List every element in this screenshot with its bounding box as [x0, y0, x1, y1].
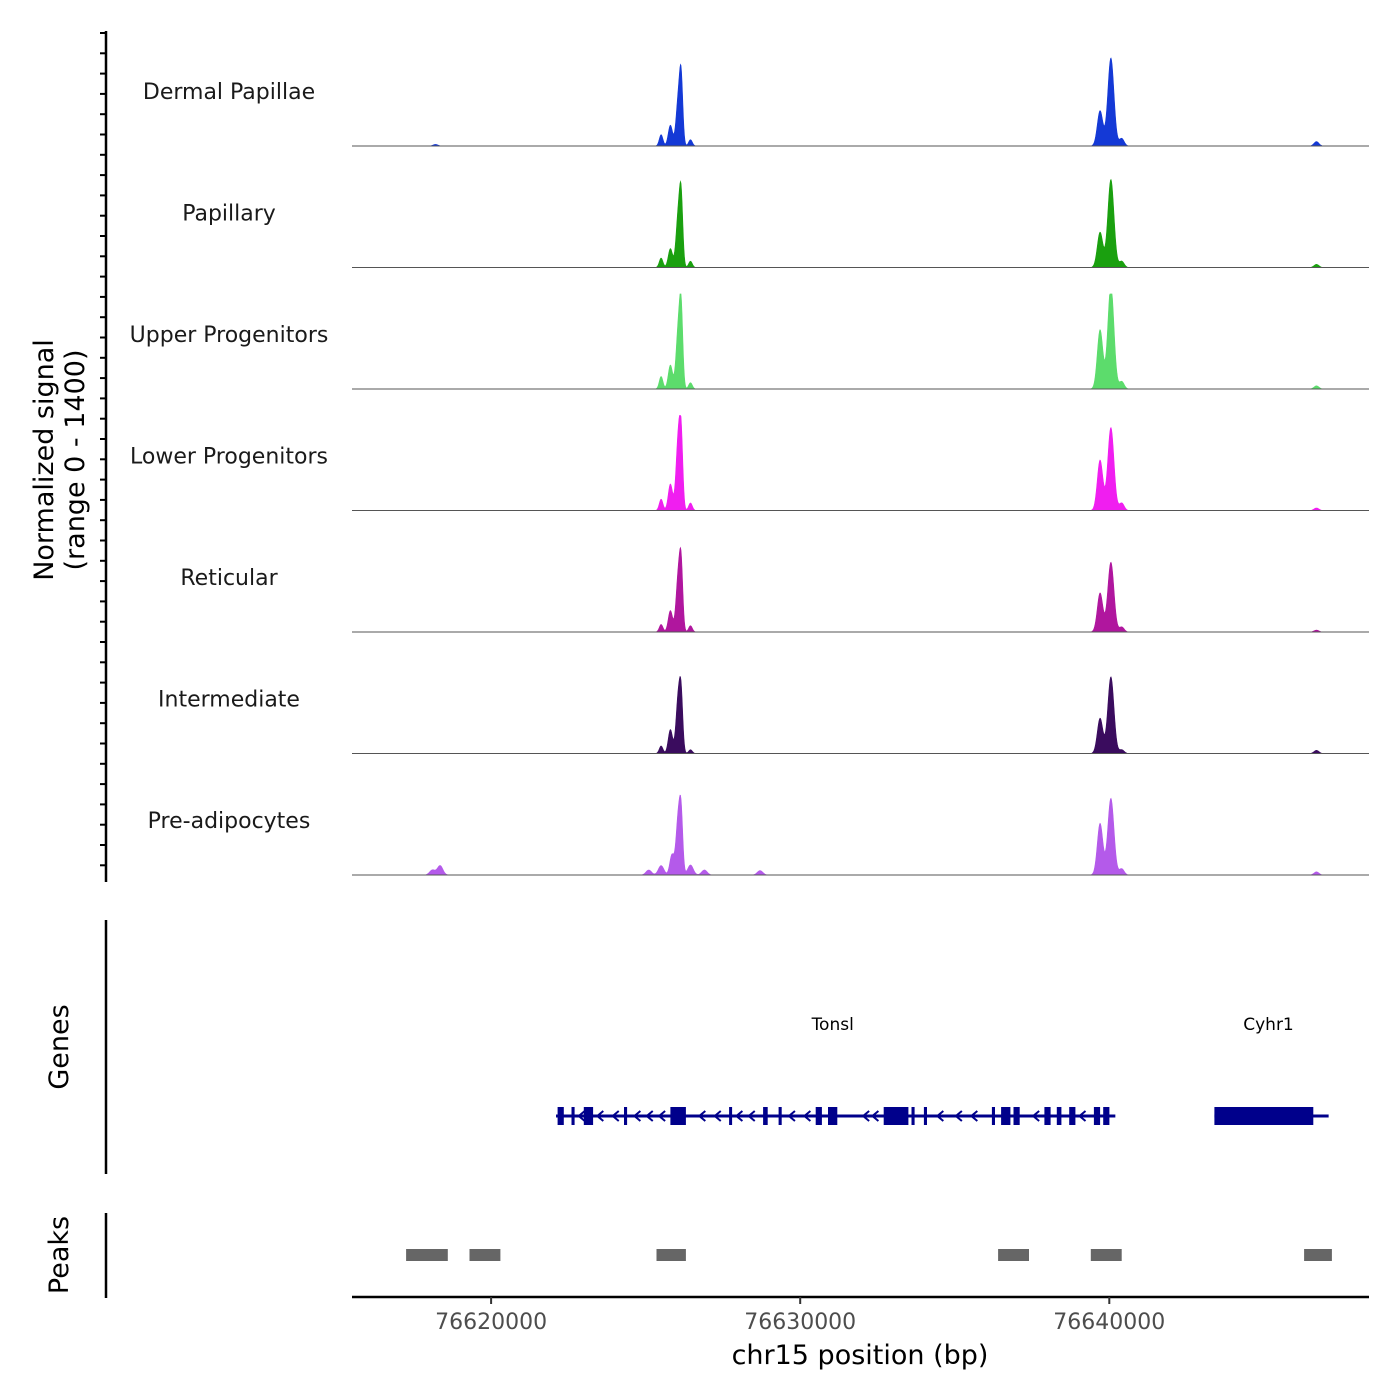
x-axis-ticks: 76620000 76630000 76640000: [435, 1297, 1165, 1335]
gene-exon: [1103, 1107, 1110, 1125]
track-label: Dermal Papillae: [143, 80, 315, 105]
track-reticular: Reticular: [180, 546, 1369, 633]
gene-track: Tonsl Cyhr1: [556, 1015, 1329, 1125]
gene-exon: [1214, 1107, 1314, 1125]
genes-panel-label: Genes: [44, 1004, 75, 1089]
peak-region: [1090, 1249, 1122, 1261]
peak-region: [656, 1249, 686, 1261]
y-axis-title-line1: Normalized signal: [29, 339, 60, 581]
track-dermal-papillae: Dermal Papillae: [143, 57, 1369, 147]
track-pre-adipocytes: Pre-adipocytes: [148, 794, 1369, 876]
track-label: Reticular: [180, 566, 278, 591]
signal-y-axis-ticks: [100, 32, 106, 867]
track-label: Pre-adipocytes: [148, 809, 311, 834]
track-label: Upper Progenitors: [130, 323, 329, 348]
x-tick-label: 76620000: [435, 1310, 547, 1335]
peak-region: [1304, 1249, 1332, 1261]
track-intermediate: Intermediate: [158, 675, 1369, 754]
gene-exon: [883, 1107, 909, 1125]
strand-arrow: [1031, 1110, 1040, 1122]
gene-exon: [815, 1107, 822, 1125]
track-label: Intermediate: [158, 688, 300, 713]
gene-exon: [1069, 1107, 1076, 1125]
strand-arrow: [1077, 1110, 1087, 1122]
strand-arrow: [577, 1110, 586, 1122]
strand-arrow: [954, 1110, 963, 1122]
strand-arrow: [697, 1110, 706, 1122]
strand-arrow: [935, 1110, 944, 1122]
gene-exon: [557, 1107, 564, 1125]
strand-arrow: [713, 1110, 722, 1122]
gene-exon: [1093, 1107, 1101, 1125]
x-tick-label: 76630000: [744, 1310, 856, 1335]
peak-region: [406, 1249, 428, 1261]
strand-arrow: [734, 1110, 744, 1122]
strand-arrow: [802, 1110, 812, 1122]
gene-exon: [923, 1107, 927, 1125]
gene-cyhr1: Cyhr1: [1214, 1015, 1329, 1125]
strand-arrow: [645, 1110, 654, 1122]
gene-name-label: Cyhr1: [1243, 1015, 1294, 1035]
strand-arrow: [861, 1110, 870, 1122]
peak-track: [406, 1249, 1332, 1261]
strand-arrow: [657, 1110, 666, 1122]
strand-arrow: [787, 1110, 796, 1122]
gene-exon: [1001, 1107, 1011, 1125]
gene-exon: [670, 1107, 686, 1125]
gene-exon: [729, 1107, 733, 1125]
strand-arrow: [747, 1110, 756, 1122]
track-label: Lower Progenitors: [130, 445, 328, 470]
peaks-panel-label: Peaks: [44, 1216, 75, 1294]
gene-name-label: Tonsl: [811, 1015, 854, 1035]
track-lower-progenitors: Lower Progenitors: [130, 415, 1369, 511]
peak-region: [469, 1249, 501, 1261]
gene-exon: [1044, 1107, 1051, 1125]
track-papillary: Papillary: [182, 178, 1369, 268]
x-tick-label: 76640000: [1053, 1310, 1165, 1335]
strand-arrow: [870, 1110, 880, 1122]
gene-exon: [571, 1107, 575, 1125]
x-axis-title: chr15 position (bp): [732, 1340, 989, 1371]
gene-exon: [583, 1107, 594, 1125]
gene-exon: [911, 1107, 915, 1125]
gene-tonsl: Tonsl: [556, 1015, 1116, 1125]
coverage-tracks: Dermal Papillae Papillary Upper Progenitor…: [130, 57, 1369, 876]
gene-exon: [763, 1107, 768, 1125]
strand-arrow: [632, 1110, 642, 1122]
strand-arrow: [611, 1110, 620, 1122]
gene-exon: [778, 1107, 782, 1125]
peak-region: [423, 1249, 448, 1261]
strand-arrow: [969, 1110, 978, 1122]
track-upper-progenitors: Upper Progenitors: [130, 293, 1369, 390]
gene-exon: [991, 1107, 995, 1125]
gene-exon: [624, 1107, 628, 1125]
peak-region: [998, 1249, 1029, 1261]
y-axis-title-line2: (range 0 - 1400): [60, 350, 91, 571]
track-label: Papillary: [182, 202, 276, 227]
gene-exon: [1056, 1107, 1062, 1125]
gene-exon: [828, 1107, 838, 1125]
strand-arrow: [595, 1110, 604, 1122]
gene-exon: [1013, 1107, 1020, 1125]
